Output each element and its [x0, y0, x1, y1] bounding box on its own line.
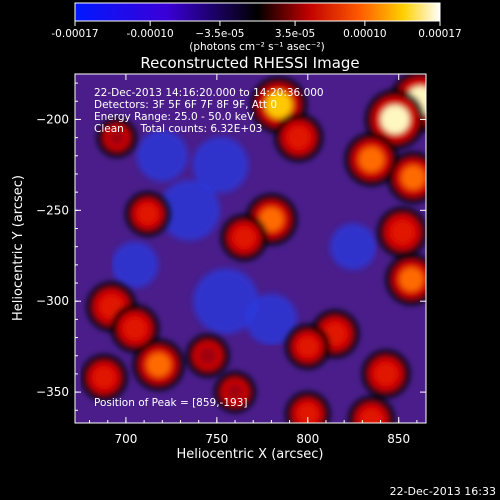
hot-spot-core: [298, 336, 318, 357]
colorbar-tick-label: 3.5e-05: [275, 28, 315, 40]
plot-frame: [74, 73, 427, 424]
hot-spot-core: [361, 409, 382, 423]
colorbar: -0.00017 -0.00010 −3.5e-05 3.5e-05 0.00010 0.…: [51, 2, 462, 53]
hot-spot-core: [380, 105, 410, 134]
cold-spot: [159, 179, 221, 241]
y-tick-label: −200: [36, 112, 69, 126]
y-axis-label: Heliocentric Y (arcsec): [11, 175, 26, 321]
cold-spot: [192, 136, 249, 194]
hot-spot-core: [226, 383, 244, 401]
colorbar-gradient: [74, 2, 441, 22]
hot-spot-core: [324, 323, 346, 345]
y-tick-label: −300: [36, 294, 69, 308]
colorbar-tick-label: 0.00017: [418, 28, 461, 40]
heatmap-cold-spots: [111, 130, 377, 346]
hot-spot-core: [265, 91, 293, 119]
colorbar-ticks: -0.00017 -0.00010 −3.5e-05 3.5e-05 0.00010 0.…: [51, 21, 462, 40]
hot-spot-core: [359, 147, 384, 172]
colorbar-tick-label: 0.00010: [343, 28, 386, 40]
annotation-energy-range: Energy Range: 25.0 - 50.0 keV: [94, 111, 255, 123]
hot-spot-core: [137, 204, 158, 224]
annotation-detectors: Detectors: 3F 5F 6F 7F 8F 9F, Att 0: [94, 99, 277, 111]
heatmap-image: [75, 74, 426, 423]
y-axis-ticks: −200 −250 −300 −350: [36, 82, 426, 411]
annotation-time-range: 22-Dec-2013 14:16:20.000 to 14:20:36.000: [94, 87, 324, 99]
x-tick-label: 700: [114, 432, 137, 446]
x-tick-label: 750: [205, 432, 228, 446]
hot-spot-core: [259, 207, 284, 232]
colorbar-tick-label: -0.00010: [127, 28, 174, 40]
heatmap-hot-spots: [80, 74, 426, 423]
annotation-block: 22-Dec-2013 14:16:20.000 to 14:20:36.000…: [94, 87, 324, 409]
x-tick-label: 850: [387, 432, 410, 446]
cold-spot: [193, 268, 259, 335]
x-axis-label: Heliocentric X (arcsec): [177, 447, 324, 462]
hot-spot-core: [298, 404, 318, 423]
hot-spot-core: [198, 346, 218, 366]
y-tick-label: −350: [36, 385, 69, 399]
cold-spot: [245, 293, 298, 346]
hot-spot-core: [391, 220, 414, 244]
hot-spot-core: [93, 367, 115, 388]
colorbar-unit-label: (photons cm⁻² s⁻¹ asec⁻²): [189, 41, 324, 53]
annotation-clean-counts: Clean Total counts: 6.32E+03: [94, 123, 263, 135]
hot-spot-core: [287, 126, 310, 149]
x-axis-ticks: 700 750 800 850: [89, 74, 418, 446]
colorbar-tick-label: −3.5e-05: [195, 28, 244, 40]
cold-spot: [136, 130, 189, 182]
hot-spot-core: [108, 129, 126, 146]
colorbar-tick-label: -0.00017: [51, 28, 98, 40]
hot-spot-core: [375, 363, 397, 385]
annotation-peak-position: Position of Peak = [859,-193]: [94, 397, 248, 409]
hot-spot-core: [124, 317, 146, 340]
footer-timestamp: 22-Dec-2013 16:33: [389, 485, 496, 498]
hot-spot-core: [233, 227, 255, 248]
chart-title: Reconstructed RHESSI Image: [140, 54, 359, 72]
x-tick-label: 800: [296, 432, 319, 446]
cold-spot: [329, 223, 377, 271]
cold-spot: [111, 241, 159, 289]
hot-spot-core: [399, 267, 424, 292]
y-tick-label: −250: [36, 203, 69, 217]
hot-spot-core: [146, 353, 171, 377]
hot-spot-core: [401, 165, 426, 190]
